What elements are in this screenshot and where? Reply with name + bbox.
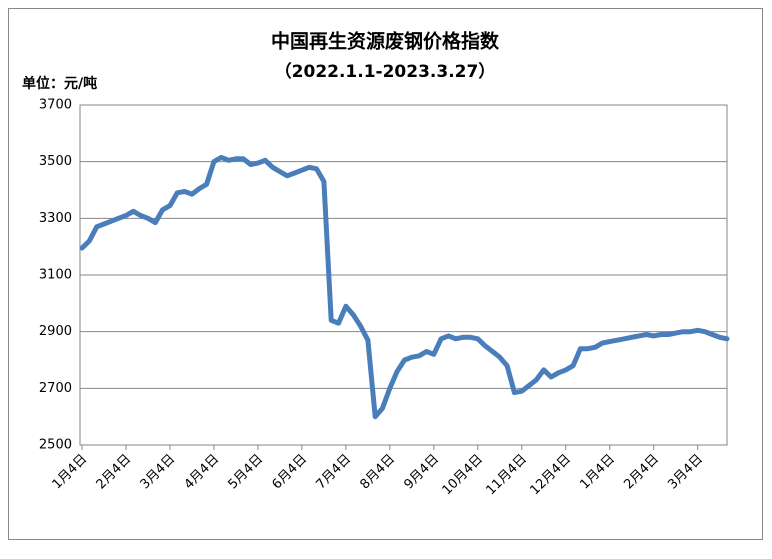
y-tick-label: 2500 — [39, 438, 72, 453]
chart-border — [8, 8, 763, 540]
y-tick-label: 3300 — [39, 211, 72, 226]
y-tick-label: 2700 — [39, 381, 72, 396]
plot-border — [79, 104, 728, 446]
chart-title: 中国再生资源废钢价格指数 — [271, 30, 500, 53]
unit-label: 单位：元/吨 — [22, 75, 97, 92]
price-line — [79, 154, 730, 420]
y-tick-label: 3700 — [39, 98, 72, 113]
y-tick-label: 2900 — [39, 324, 72, 339]
chart-subtitle: （2022.1.1-2023.3.27） — [275, 61, 496, 82]
y-tick-label: 3500 — [39, 154, 72, 169]
y-tick-label: 3100 — [39, 268, 72, 283]
